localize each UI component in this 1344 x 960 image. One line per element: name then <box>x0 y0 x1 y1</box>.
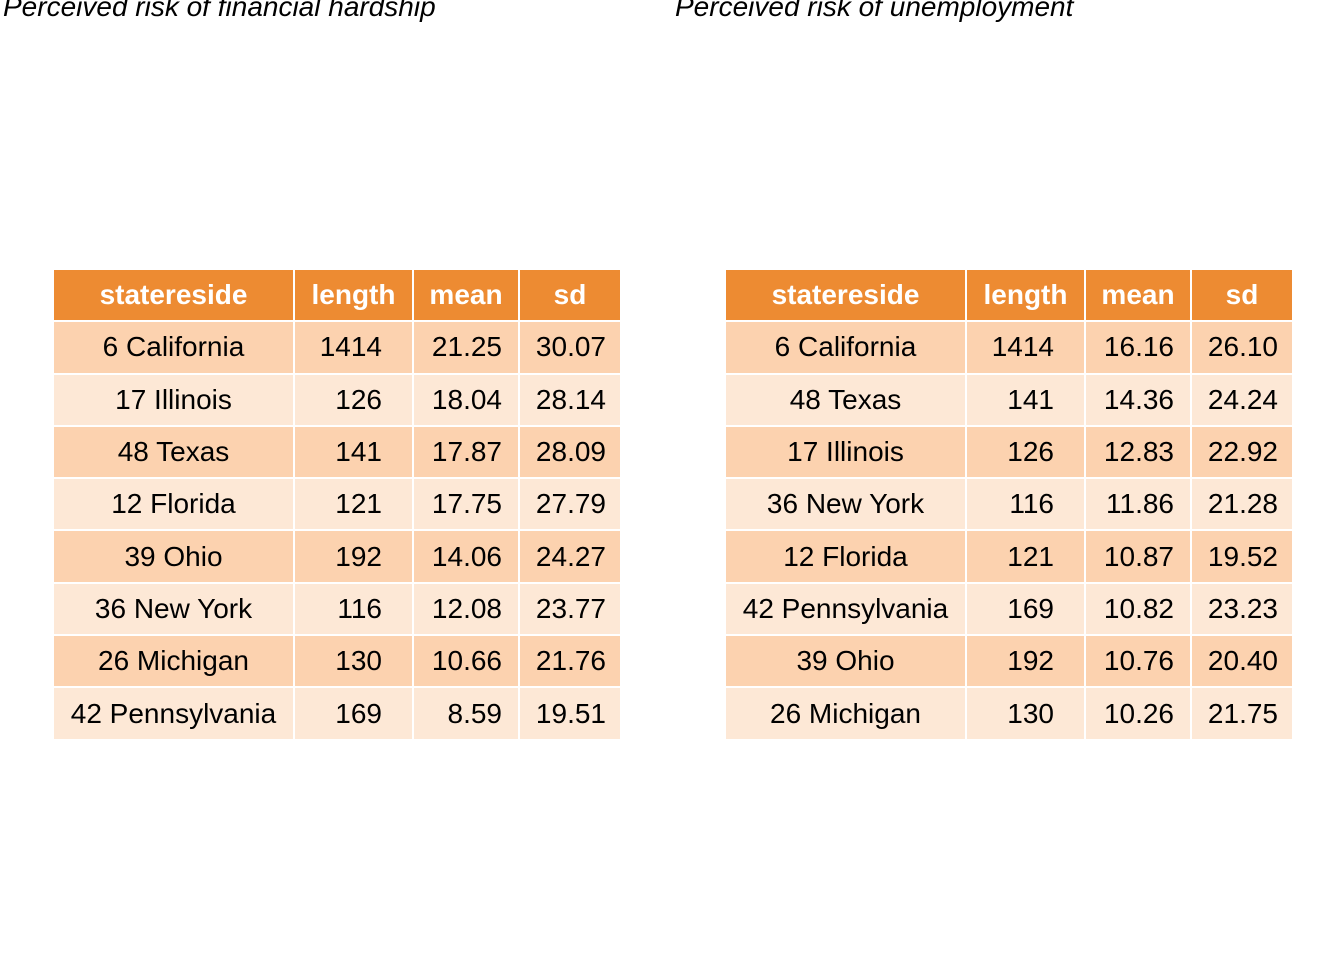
length-cell: 116 <box>293 581 414 637</box>
column-header: statereside <box>724 267 967 323</box>
mean-cell: 16.16 <box>1084 320 1192 375</box>
table-row: 36 New York 116 11.86 21.28 <box>724 477 1294 532</box>
mean-cell: 10.87 <box>1084 529 1192 584</box>
length-cell: 1414 <box>965 320 1086 375</box>
sd-cell: 26.10 <box>1190 320 1294 375</box>
mean-cell: 11.86 <box>1084 477 1192 532</box>
sd-cell: 28.14 <box>518 372 622 427</box>
table-row: 26 Michigan 130 10.26 21.75 <box>724 686 1294 741</box>
column-header: sd <box>1190 267 1294 323</box>
length-cell: 1414 <box>293 320 414 375</box>
state-cell: 6 California <box>52 320 295 375</box>
length-cell: 116 <box>965 477 1086 532</box>
mean-cell: 18.04 <box>412 372 520 427</box>
table-row: 12 Florida 121 17.75 27.79 <box>52 477 622 532</box>
sd-cell: 24.27 <box>518 529 622 584</box>
mean-cell: 14.36 <box>1084 372 1192 427</box>
state-cell: 12 Florida <box>52 477 295 532</box>
table-row: 42 Pennsylvania 169 10.82 23.23 <box>724 581 1294 637</box>
panel-title: Perceived risk of unemployment <box>675 0 1074 22</box>
sd-cell: 23.77 <box>518 581 622 637</box>
mean-cell: 10.82 <box>1084 581 1192 637</box>
state-cell: 42 Pennsylvania <box>52 686 295 741</box>
length-cell: 126 <box>293 372 414 427</box>
sd-cell: 30.07 <box>518 320 622 375</box>
length-cell: 192 <box>965 634 1086 689</box>
state-cell: 39 Ohio <box>724 634 967 689</box>
mean-cell: 12.83 <box>1084 424 1192 480</box>
length-cell: 126 <box>965 424 1086 480</box>
table-row: 17 Illinois 126 18.04 28.14 <box>52 372 622 427</box>
table-row: 6 California 1414 21.25 30.07 <box>52 320 622 375</box>
sd-cell: 27.79 <box>518 477 622 532</box>
length-cell: 121 <box>965 529 1086 584</box>
length-cell: 130 <box>293 634 414 689</box>
panel-title: Perceived risk of financial hardship <box>3 0 436 22</box>
table-row: 42 Pennsylvania 169 8.59 19.51 <box>52 686 622 741</box>
sd-cell: 21.75 <box>1190 686 1294 741</box>
stats-table: statereside length mean sd 6 California 1… <box>52 267 622 741</box>
state-cell: 36 New York <box>724 477 967 532</box>
length-cell: 141 <box>965 372 1086 427</box>
column-header: mean <box>1084 267 1192 323</box>
mean-cell: 21.25 <box>412 320 520 375</box>
state-cell: 17 Illinois <box>52 372 295 427</box>
mean-cell: 12.08 <box>412 581 520 637</box>
table-row: 39 Ohio 192 10.76 20.40 <box>724 634 1294 689</box>
length-cell: 121 <box>293 477 414 532</box>
state-cell: 17 Illinois <box>724 424 967 480</box>
sd-cell: 28.09 <box>518 424 622 480</box>
mean-cell: 17.75 <box>412 477 520 532</box>
state-cell: 26 Michigan <box>724 686 967 741</box>
mean-cell: 10.66 <box>412 634 520 689</box>
state-cell: 39 Ohio <box>52 529 295 584</box>
state-cell: 6 California <box>724 320 967 375</box>
length-cell: 169 <box>293 686 414 741</box>
table-row: 36 New York 116 12.08 23.77 <box>52 581 622 637</box>
state-cell: 42 Pennsylvania <box>724 581 967 637</box>
header-row: statereside length mean sd <box>52 267 622 323</box>
table-row: 39 Ohio 192 14.06 24.27 <box>52 529 622 584</box>
column-header: length <box>965 267 1086 323</box>
column-header: mean <box>412 267 520 323</box>
header-row: statereside length mean sd <box>724 267 1294 323</box>
sd-cell: 22.92 <box>1190 424 1294 480</box>
sd-cell: 24.24 <box>1190 372 1294 427</box>
length-cell: 141 <box>293 424 414 480</box>
mean-cell: 8.59 <box>412 686 520 741</box>
sd-cell: 20.40 <box>1190 634 1294 689</box>
length-cell: 192 <box>293 529 414 584</box>
state-cell: 12 Florida <box>724 529 967 584</box>
table-row: 26 Michigan 130 10.66 21.76 <box>52 634 622 689</box>
table-row: 6 California 1414 16.16 26.10 <box>724 320 1294 375</box>
mean-cell: 14.06 <box>412 529 520 584</box>
table-row: 17 Illinois 126 12.83 22.92 <box>724 424 1294 480</box>
sd-cell: 21.76 <box>518 634 622 689</box>
mean-cell: 17.87 <box>412 424 520 480</box>
column-header: sd <box>518 267 622 323</box>
table-row: 12 Florida 121 10.87 19.52 <box>724 529 1294 584</box>
mean-cell: 10.26 <box>1084 686 1192 741</box>
sd-cell: 19.51 <box>518 686 622 741</box>
state-cell: 48 Texas <box>724 372 967 427</box>
column-header: statereside <box>52 267 295 323</box>
column-header: length <box>293 267 414 323</box>
sd-cell: 19.52 <box>1190 529 1294 584</box>
length-cell: 130 <box>965 686 1086 741</box>
sd-cell: 23.23 <box>1190 581 1294 637</box>
table-row: 48 Texas 141 14.36 24.24 <box>724 372 1294 427</box>
length-cell: 169 <box>965 581 1086 637</box>
state-cell: 36 New York <box>52 581 295 637</box>
sd-cell: 21.28 <box>1190 477 1294 532</box>
stats-table: statereside length mean sd 6 California 1… <box>724 267 1294 741</box>
state-cell: 26 Michigan <box>52 634 295 689</box>
mean-cell: 10.76 <box>1084 634 1192 689</box>
state-cell: 48 Texas <box>52 424 295 480</box>
table-row: 48 Texas 141 17.87 28.09 <box>52 424 622 480</box>
